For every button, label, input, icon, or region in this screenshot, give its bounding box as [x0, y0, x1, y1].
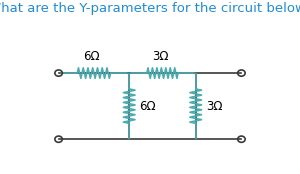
Text: What are the Y-parameters for the circuit below?: What are the Y-parameters for the circui… — [0, 2, 300, 15]
Text: 6Ω: 6Ω — [140, 100, 156, 113]
Text: 3Ω: 3Ω — [206, 100, 223, 113]
Text: 6Ω: 6Ω — [83, 50, 100, 63]
Text: 3Ω: 3Ω — [152, 50, 169, 63]
